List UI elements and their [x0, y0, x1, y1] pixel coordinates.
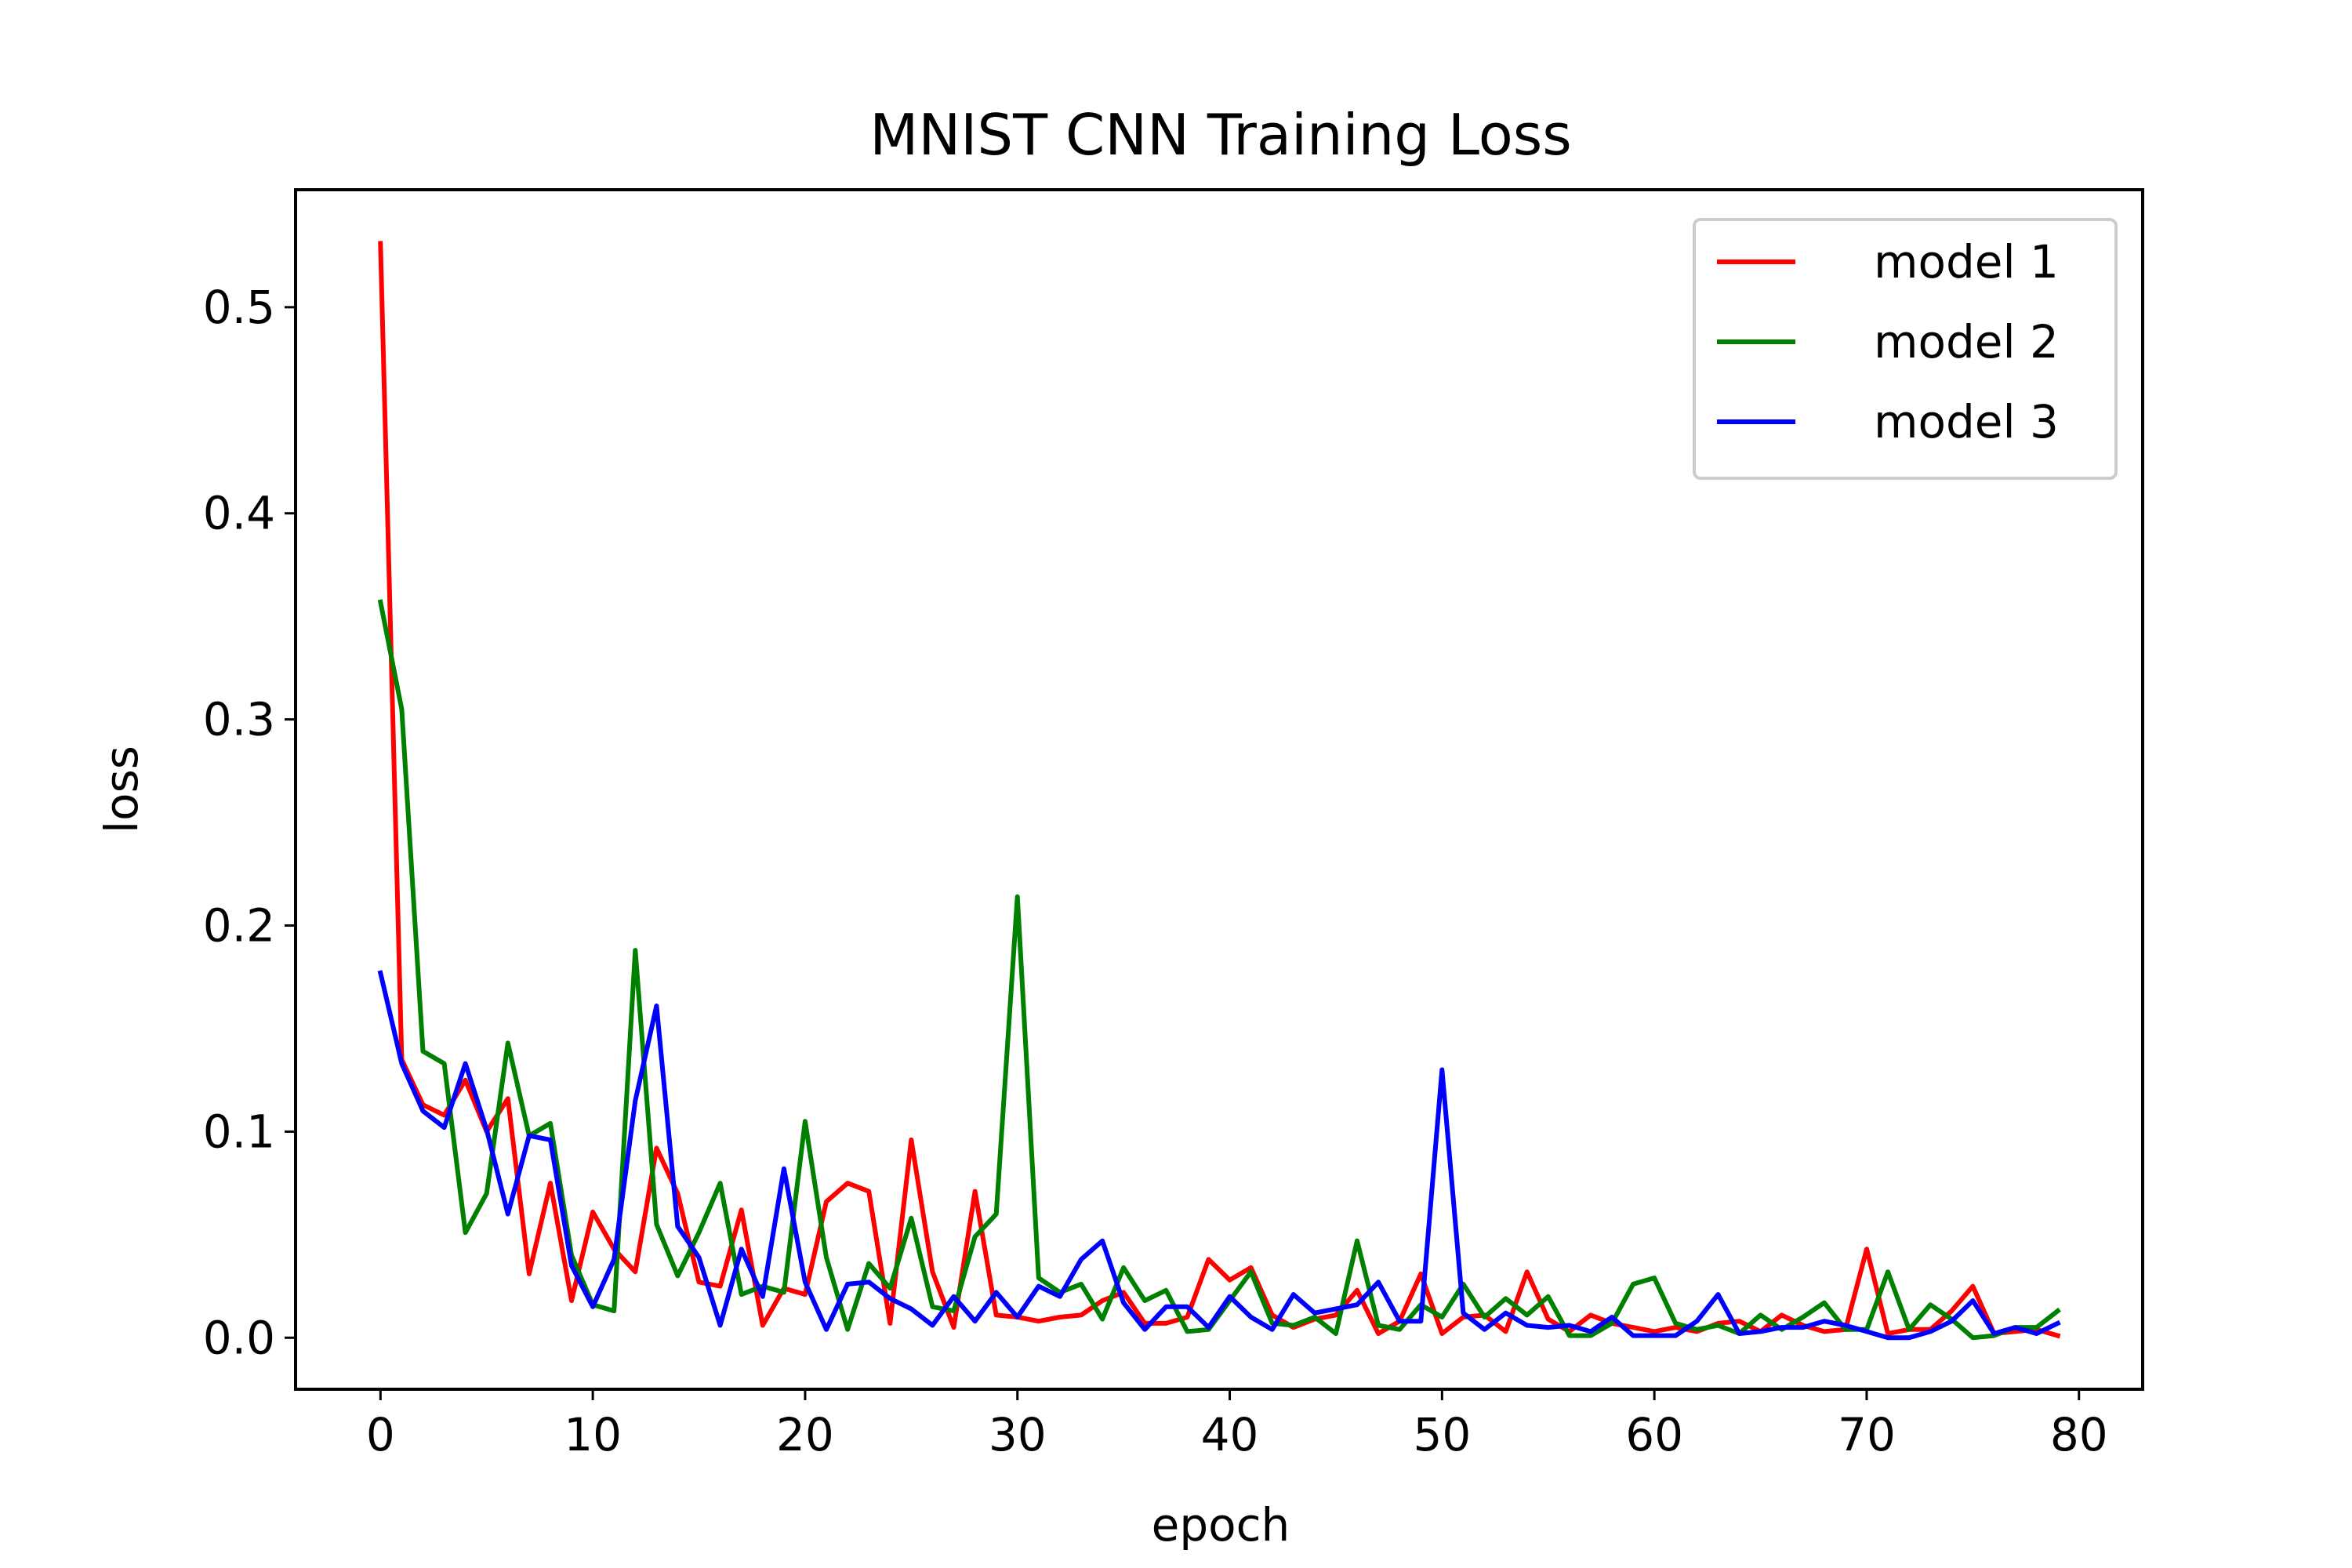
chart-title: MNIST CNN Training Loss	[869, 102, 1572, 168]
y-axis: 0.0 0.1 0.2 0.3 0.4 0.5	[203, 281, 296, 1364]
x-tick-label: 30	[989, 1408, 1047, 1461]
legend-label-model-2: model 2	[1874, 315, 2059, 368]
y-tick-label: 0.3	[203, 693, 275, 746]
y-tick-label: 0.5	[203, 281, 275, 334]
y-tick-label: 0.0	[203, 1311, 275, 1364]
series-line-model-1	[378, 241, 2061, 1339]
x-axis-label: epoch	[1152, 1498, 1290, 1552]
series-line-model-3	[377, 970, 2061, 1341]
x-tick-label: 70	[1838, 1408, 1896, 1461]
plot-frame	[294, 188, 2144, 1391]
y-axis-label: loss	[95, 746, 148, 833]
legend-box	[1693, 218, 2118, 480]
x-tick-label: 20	[776, 1408, 834, 1461]
legend-label-model-1: model 1	[1874, 235, 2059, 289]
y-tick-label: 0.4	[203, 487, 275, 540]
x-tick-label: 80	[2050, 1408, 2108, 1461]
legend: model 1 model 2 model 3	[1693, 218, 2118, 480]
x-tick-label: 60	[1625, 1408, 1683, 1461]
y-tick-label: 0.1	[203, 1105, 275, 1158]
legend-label-model-3: model 3	[1874, 395, 2059, 448]
plot-lines	[377, 241, 2061, 1341]
x-tick-label: 50	[1413, 1408, 1471, 1461]
x-axis: 0 10 20 30 40 50 60 70 80	[366, 1389, 2108, 1461]
x-tick-label: 10	[564, 1408, 622, 1461]
x-tick-label: 40	[1201, 1408, 1259, 1461]
x-tick-label: 0	[366, 1408, 395, 1461]
y-tick-label: 0.2	[203, 899, 275, 953]
